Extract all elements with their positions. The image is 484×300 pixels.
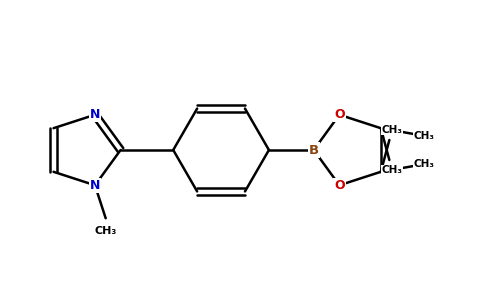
Text: O: O — [334, 108, 345, 121]
Text: B: B — [309, 143, 319, 157]
Text: CH₃: CH₃ — [413, 159, 434, 169]
Text: CH₃: CH₃ — [413, 131, 434, 141]
Text: N: N — [90, 179, 100, 192]
Text: O: O — [334, 179, 345, 192]
Text: CH₃: CH₃ — [382, 124, 403, 135]
Text: CH₃: CH₃ — [382, 165, 403, 176]
Text: CH₃: CH₃ — [94, 226, 117, 236]
Text: N: N — [90, 108, 100, 121]
